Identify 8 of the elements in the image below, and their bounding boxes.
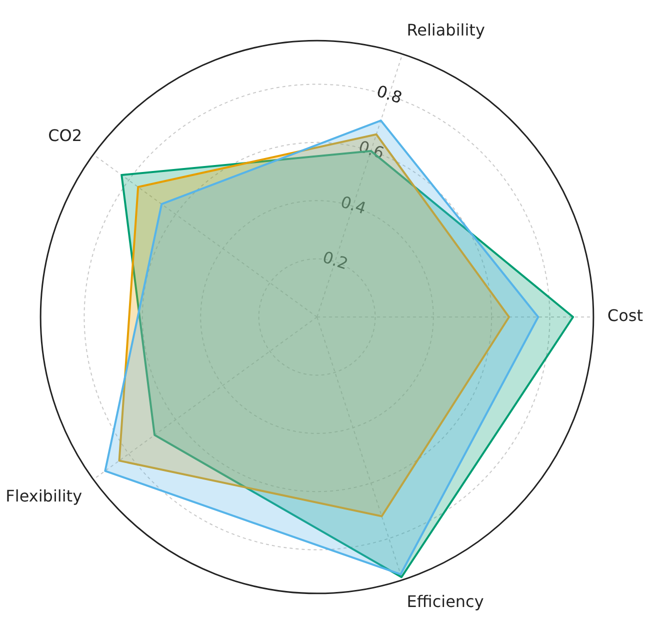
spoke-label: CO2 (48, 126, 82, 145)
spoke-label: Flexibility (6, 486, 82, 506)
y-tick-label: 0.4 (338, 192, 368, 218)
y-tick-label: 0.2 (320, 247, 350, 274)
spoke-label: Efficiency (406, 592, 484, 611)
y-tick-label: 0.8 (374, 81, 404, 108)
spoke-label: Reliability (406, 20, 485, 40)
spoke-label: Cost (607, 306, 644, 326)
